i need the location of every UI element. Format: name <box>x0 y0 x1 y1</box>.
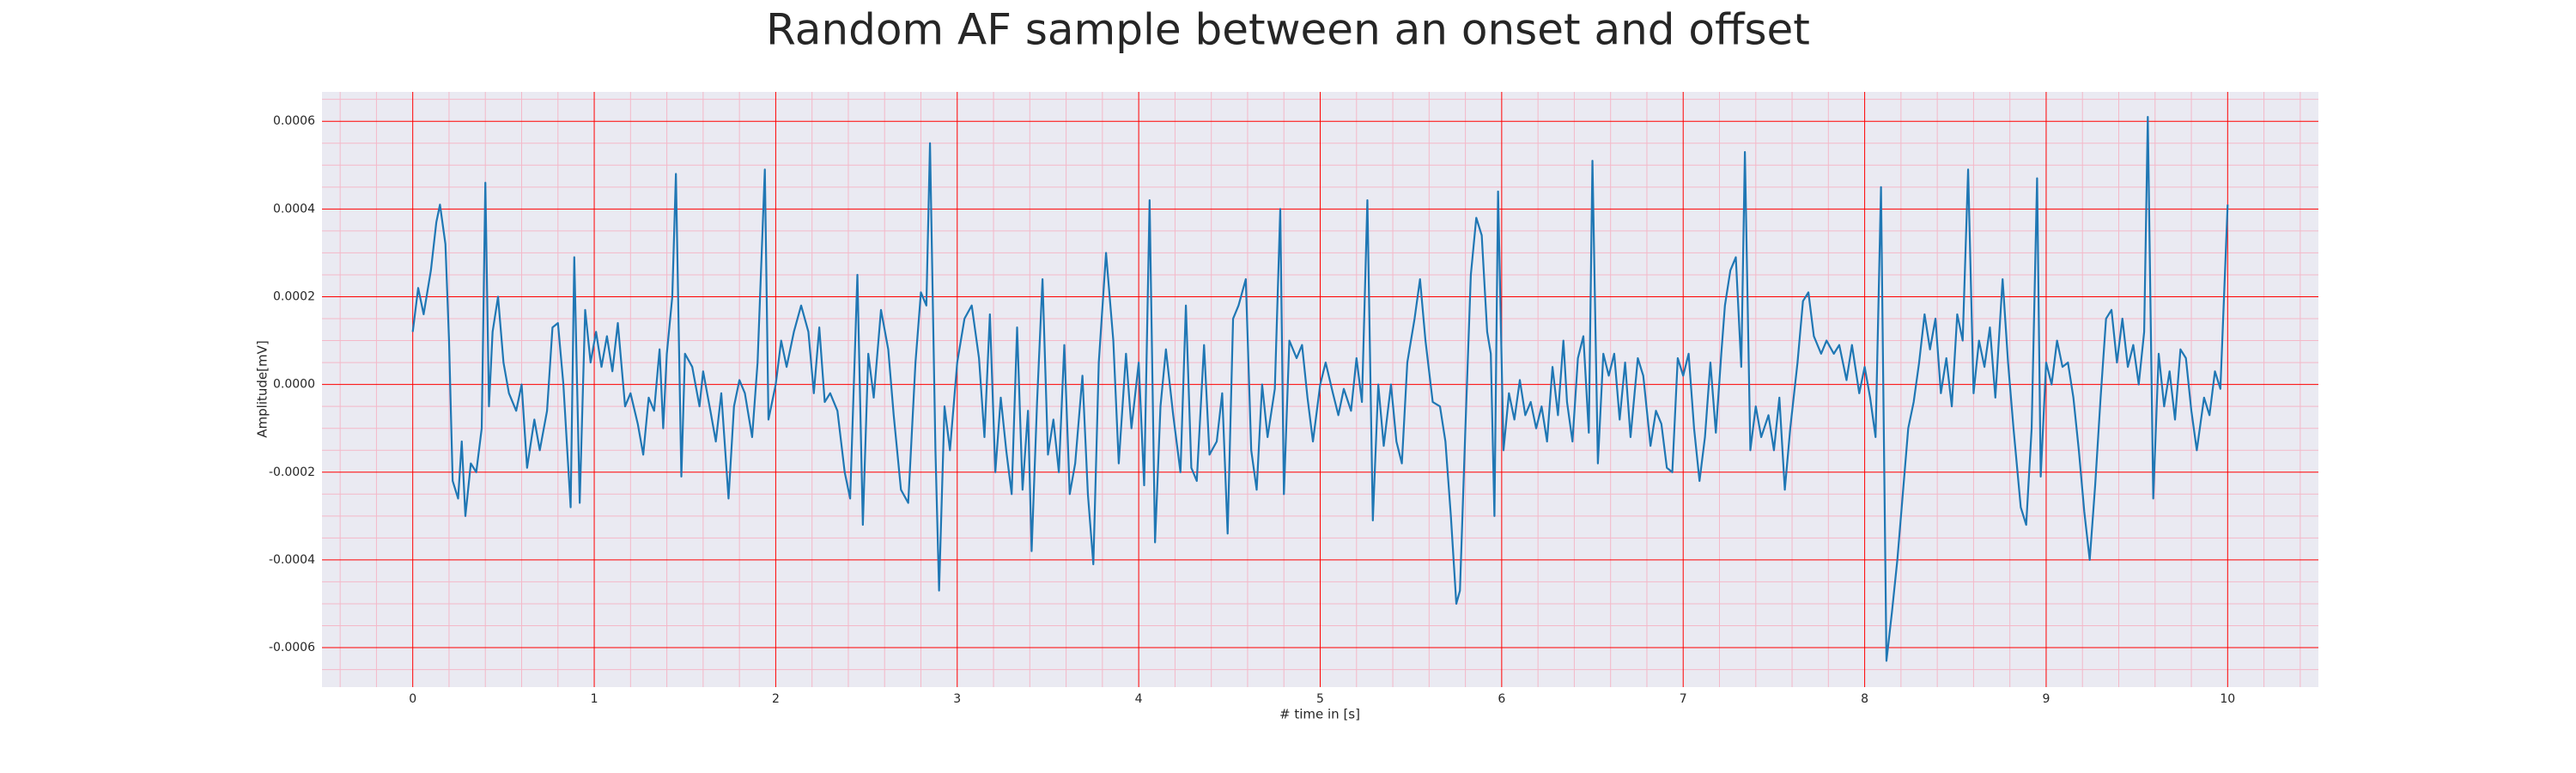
y-tick-label: -0.0006 <box>269 641 315 654</box>
x-tick-label: 5 <box>1316 692 1324 706</box>
y-tick-label: -0.0004 <box>269 553 315 567</box>
signal-line <box>411 116 2229 662</box>
x-tick-label: 8 <box>1861 692 1868 706</box>
y-tick-label: 0.0002 <box>273 289 315 303</box>
x-axis-label: # time in [s] <box>1279 707 1360 722</box>
y-tick-label: 0.0004 <box>273 202 315 216</box>
x-tick-label: 6 <box>1498 692 1505 706</box>
y-tick-label: 0.0000 <box>273 378 315 392</box>
grid <box>322 92 2318 687</box>
x-tick-label: 1 <box>591 692 598 706</box>
x-tick-label: 2 <box>772 692 780 706</box>
x-tick-label: 9 <box>2042 692 2050 706</box>
x-tick-label: 10 <box>2220 692 2235 706</box>
x-tick-label: 7 <box>1680 692 1687 706</box>
x-tick-label: 3 <box>953 692 961 706</box>
y-tick-label: -0.0002 <box>269 466 315 479</box>
y-tick-label: 0.0006 <box>273 114 315 128</box>
plot-marks <box>411 116 2229 662</box>
y-axis-label: Amplitude[mV] <box>255 340 270 437</box>
x-tick-label: 4 <box>1135 692 1143 706</box>
chart-title: Random AF sample between an onset and of… <box>766 5 1810 55</box>
x-tick-label: 0 <box>409 692 416 706</box>
